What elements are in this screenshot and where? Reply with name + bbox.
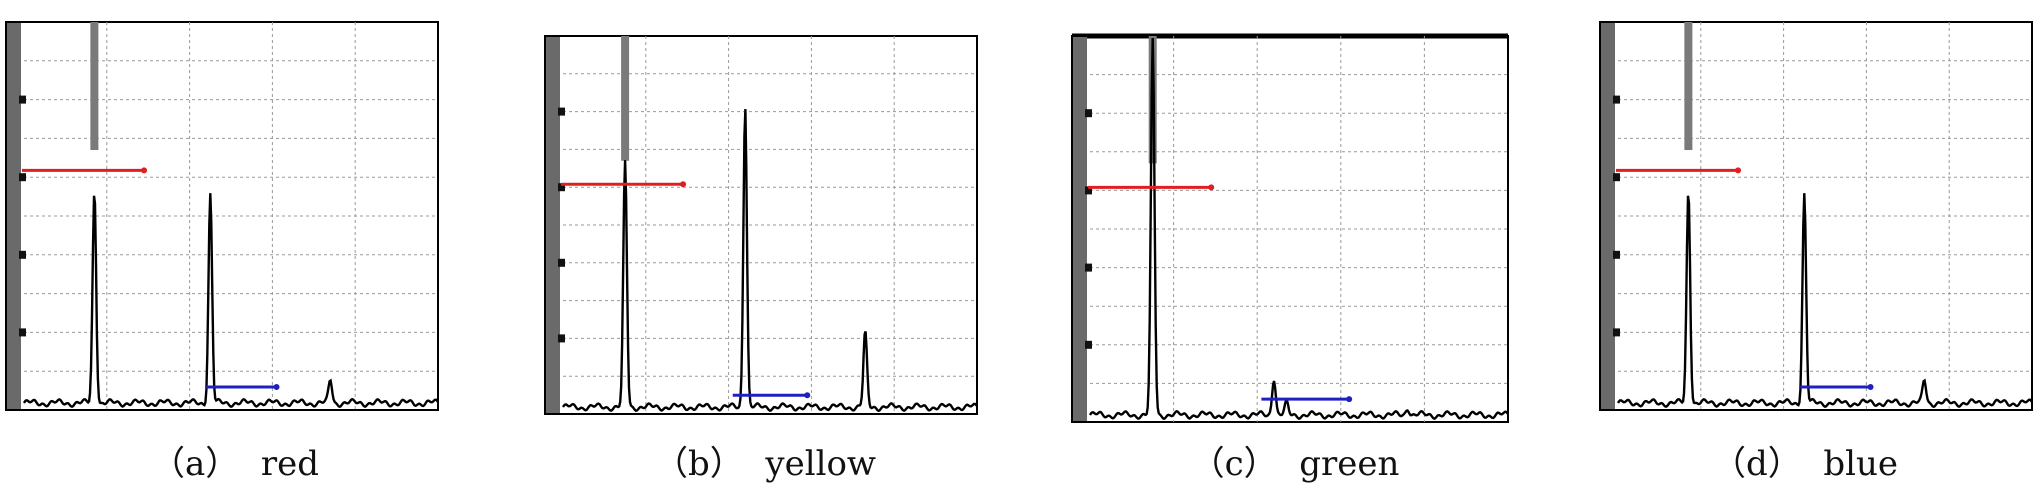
chart-a-svg — [5, 21, 439, 411]
red-gate-end — [1735, 167, 1742, 174]
scale-tick — [1085, 109, 1092, 118]
scale-tick — [1085, 263, 1092, 272]
chart-c-svg — [1071, 33, 1509, 423]
caption-d: （d） blue — [1711, 444, 1899, 484]
signal-trace — [22, 193, 439, 409]
red-gate-end — [680, 181, 687, 188]
scale-tick — [1085, 186, 1092, 195]
scale-tick — [19, 95, 26, 104]
scale-band — [546, 37, 560, 413]
signal-trace — [562, 109, 978, 413]
scale-tick — [558, 258, 565, 267]
scale-tick — [558, 183, 565, 192]
gate-bar — [1684, 22, 1693, 151]
gate-bar — [90, 22, 99, 151]
scale-band — [1073, 37, 1087, 421]
scale-tick — [558, 334, 565, 343]
chart-panel-b: （b） yellow — [530, 0, 1000, 498]
scale-tick — [1613, 250, 1620, 259]
scale-band — [1601, 23, 1615, 409]
chart-panel-d: （d） blue — [1570, 0, 2040, 498]
caption-a: （a） red — [150, 444, 320, 484]
signal-trace — [1616, 193, 2033, 409]
caption-c: （c） green — [1190, 444, 1400, 484]
scale-tick — [1613, 173, 1620, 182]
scale-tick — [19, 173, 26, 182]
chart-panel-a: （a） red — [0, 0, 470, 498]
scale-tick — [19, 328, 26, 337]
scale-tick — [19, 250, 26, 259]
scale-tick — [558, 107, 565, 116]
red-gate-end — [141, 167, 148, 174]
scale-band — [7, 23, 21, 409]
chart-d-svg — [1599, 21, 2033, 411]
caption-b: （b） yellow — [653, 444, 877, 484]
scale-tick — [1613, 328, 1620, 337]
blue-gate-end — [1867, 384, 1874, 390]
gate-bar — [621, 36, 630, 161]
blue-gate-end — [1346, 396, 1353, 403]
blue-gate-end — [804, 392, 811, 399]
blue-gate-end — [273, 384, 280, 390]
scale-tick — [1085, 340, 1092, 349]
chart-panel-c: （c） green — [1060, 0, 1530, 498]
scale-tick — [1613, 95, 1620, 104]
signal-trace — [1088, 37, 1509, 421]
red-gate-end — [1208, 184, 1215, 191]
chart-b-svg — [544, 35, 978, 415]
